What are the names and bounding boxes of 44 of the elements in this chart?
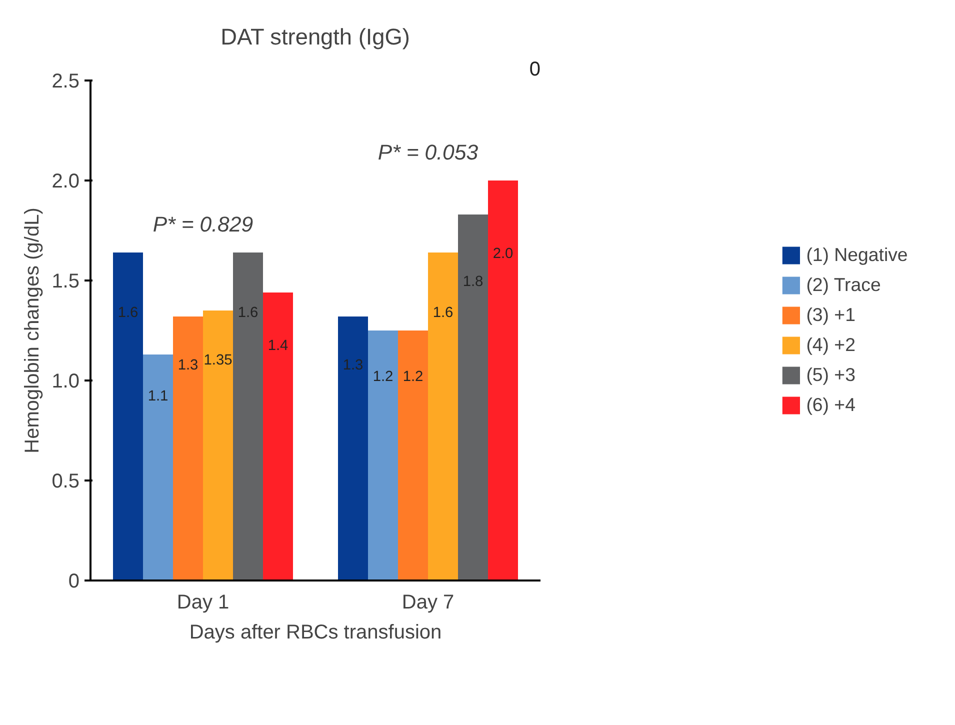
annotation: 0 [529, 58, 540, 80]
chart-title: DAT strength (IgG) [220, 24, 410, 50]
legend-label: (4) +2 [806, 334, 856, 356]
y-tick-label: 0 [68, 570, 80, 592]
bar [428, 252, 458, 580]
bar [263, 292, 293, 580]
y-tick-label: 2.5 [52, 70, 80, 92]
annotation: P* = 0.829 [152, 212, 254, 236]
bar [143, 354, 173, 580]
legend-label: (2) Trace [806, 274, 881, 296]
data-label: 1.35 [204, 352, 232, 369]
bar [368, 330, 398, 580]
data-label: 1.6 [238, 305, 258, 322]
bar [233, 252, 263, 580]
legend-label: (1) Negative [806, 244, 908, 266]
bar [458, 214, 488, 580]
data-label: 1.4 [268, 338, 288, 354]
x-axis-title: Days after RBCs transfusion [189, 622, 442, 644]
bar [338, 316, 368, 580]
x-tick-label: Day 7 [402, 592, 454, 614]
data-label: 1.6 [118, 305, 138, 322]
legend-label: (3) +1 [806, 304, 856, 326]
legend-label: (5) +3 [806, 364, 856, 386]
y-tick-label: 0.5 [52, 470, 80, 492]
bar [398, 330, 428, 580]
data-label: 2.0 [492, 246, 514, 262]
bar [203, 310, 233, 580]
data-label: 1.3 [178, 358, 198, 374]
x-tick-label: Day 1 [176, 592, 230, 614]
bar [488, 180, 518, 580]
data-label: 1.3 [342, 358, 364, 374]
y-tick-label: 2.0 [52, 170, 80, 192]
legend-label: (6) +4 [806, 394, 856, 416]
y-tick-label: 1.0 [52, 370, 80, 392]
y-tick-label: 1.5 [52, 270, 80, 292]
y-axis-title: Hemoglobin changes (g/dL) [22, 208, 44, 454]
data-label: 1.6 [432, 305, 454, 322]
bar [173, 316, 203, 580]
data-label: 1.2 [402, 369, 424, 385]
annotation: P* = 0.053 [378, 140, 478, 164]
data-label: 1.2 [372, 369, 394, 385]
bar [113, 252, 143, 580]
data-label: 1.8 [462, 274, 484, 290]
data-label: 1.1 [148, 388, 168, 405]
